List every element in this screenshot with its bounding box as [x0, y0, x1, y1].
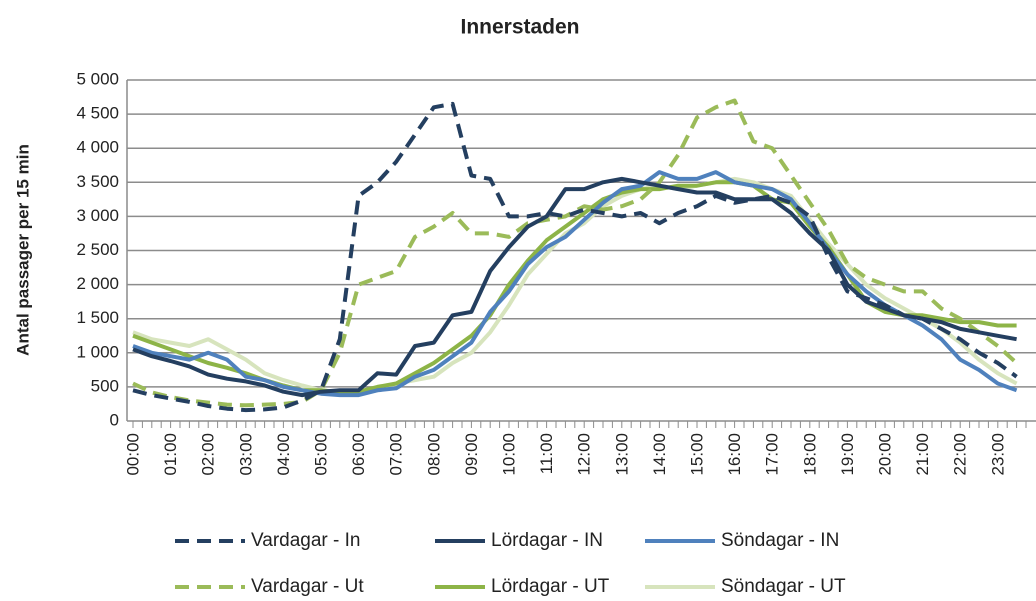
- x-tick-label: 03:00: [236, 433, 255, 476]
- legend-item: Söndagar - UT: [645, 576, 846, 597]
- x-tick-label: 00:00: [123, 433, 142, 476]
- x-tick-label: 07:00: [387, 433, 406, 476]
- x-tick-label: 11:00: [537, 433, 556, 474]
- x-tick-label: 08:00: [424, 433, 443, 476]
- x-tick-label: 13:00: [612, 433, 631, 476]
- legend-label: Söndagar - UT: [721, 576, 846, 597]
- x-tick-label: 20:00: [875, 433, 894, 476]
- chart-title: Innerstaden: [460, 16, 579, 39]
- y-tick-label: 5 000: [76, 69, 119, 88]
- x-tick-label: 09:00: [462, 433, 481, 476]
- x-tick-label: 12:00: [575, 433, 594, 476]
- legend-label: Vardagar - In: [251, 530, 360, 551]
- x-tick-label: 21:00: [913, 433, 932, 476]
- series-line: [132, 98, 1018, 408]
- x-tick-label: 15:00: [687, 433, 706, 476]
- y-tick-label: 1 500: [76, 308, 119, 327]
- y-tick-label: 2 000: [76, 274, 119, 293]
- series-line: [132, 170, 1018, 398]
- x-tick-label: 05:00: [311, 433, 330, 476]
- x-tick-label: 06:00: [349, 433, 368, 476]
- x-tick-label: 18:00: [800, 433, 819, 476]
- series-line: [132, 101, 1018, 413]
- legend-item: Söndagar - IN: [645, 530, 839, 551]
- y-tick-label: 2 500: [76, 240, 119, 259]
- x-tick-label: 04:00: [274, 433, 293, 476]
- x-tick-label: 01:00: [161, 433, 180, 476]
- x-tick-label: 23:00: [988, 433, 1007, 476]
- x-tick-label: 22:00: [951, 433, 970, 476]
- legend-item: Vardagar - In: [175, 530, 360, 551]
- y-tick-label: 3 500: [76, 172, 119, 191]
- legend-item: Lördagar - IN: [435, 530, 603, 551]
- legend-item: Vardagar - Ut: [175, 576, 364, 597]
- x-tick-label: 02:00: [199, 433, 218, 476]
- y-tick-label: 500: [91, 376, 119, 395]
- y-tick-label: 4 000: [76, 138, 119, 157]
- x-tick-label: 17:00: [763, 433, 782, 476]
- legend-label: Lördagar - UT: [491, 576, 610, 597]
- legend-item: Lördagar - UT: [435, 576, 610, 597]
- y-tick-label: 3 000: [76, 206, 119, 225]
- legend-label: Vardagar - Ut: [251, 576, 364, 597]
- y-axis-label: Antal passager per 15 min: [13, 144, 32, 356]
- y-tick-label: 1 000: [76, 342, 119, 361]
- x-tick-label: 19:00: [838, 433, 857, 476]
- legend-label: Söndagar - IN: [721, 530, 839, 551]
- x-tick-label: 10:00: [499, 433, 518, 476]
- x-tick-label: 14:00: [650, 433, 669, 476]
- series-line: [132, 176, 1017, 398]
- y-tick-label: 0: [110, 410, 119, 429]
- y-tick-label: 4 500: [76, 104, 119, 123]
- x-tick-label: 16:00: [725, 433, 744, 476]
- legend-label: Lördagar - IN: [491, 530, 603, 551]
